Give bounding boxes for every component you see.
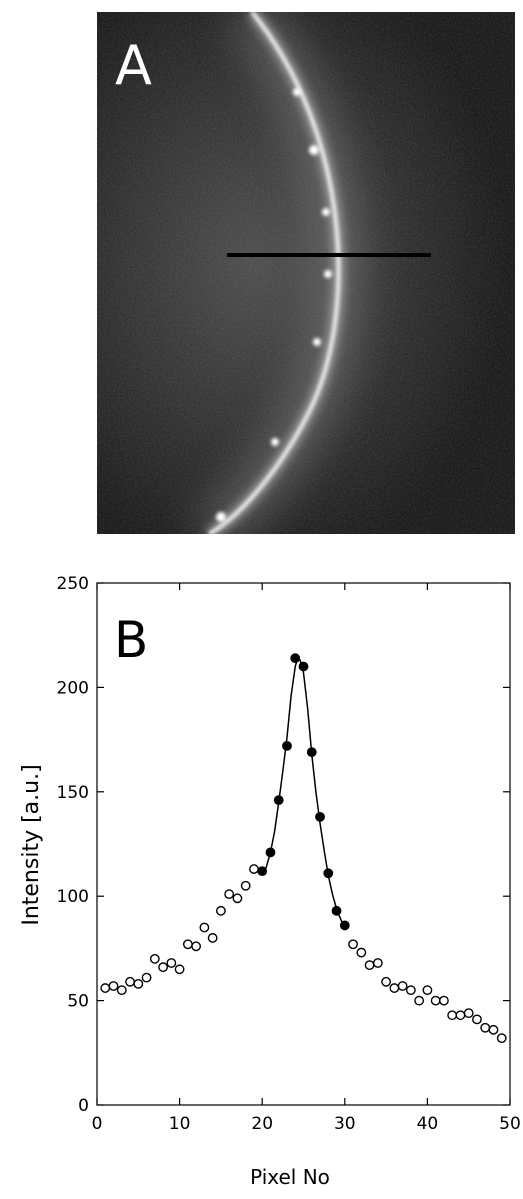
panel-a-label: A: [115, 34, 152, 97]
fit-curve: [261, 656, 346, 928]
open-data-point: [207, 933, 218, 943]
y-axis-ticks: 0 50 100 150 200 250: [57, 574, 510, 1116]
open-data-point: [496, 1033, 507, 1044]
open-data-point: [364, 960, 375, 971]
open-data-point: [430, 995, 441, 1006]
filled-data-point: [282, 740, 292, 751]
x-tick-label: 30: [334, 1114, 356, 1134]
fluorescence-image-panel: A: [97, 12, 515, 534]
y-axis-label: Intensity [a.u.]: [19, 764, 44, 925]
open-data-point: [240, 880, 251, 891]
x-tick-label: 0: [92, 1114, 103, 1134]
filled-points-series: [257, 653, 350, 931]
x-tick-label: 50: [499, 1114, 521, 1134]
open-data-point: [149, 953, 160, 964]
filled-data-point: [323, 868, 334, 879]
filled-data-point: [298, 661, 309, 672]
open-data-point: [249, 864, 259, 874]
x-tick-label: 10: [169, 1114, 191, 1134]
y-tick-label: 0: [78, 1096, 89, 1116]
y-tick-label: 100: [57, 887, 89, 907]
open-data-point: [199, 922, 210, 933]
filled-data-point: [273, 795, 284, 806]
open-data-point: [182, 939, 193, 950]
x-axis-ticks: 0 10 20 30 40 50: [92, 583, 521, 1134]
open-data-point: [480, 1022, 491, 1033]
y-tick-label: 200: [57, 678, 89, 698]
open-data-point: [414, 995, 425, 1006]
filled-data-point: [290, 653, 301, 664]
x-tick-label: 20: [251, 1114, 273, 1134]
filled-data-point: [339, 920, 350, 931]
open-data-point: [191, 941, 202, 952]
filled-data-point: [257, 866, 268, 877]
open-data-point: [232, 893, 243, 904]
open-data-point: [463, 1008, 474, 1019]
open-data-point: [116, 985, 127, 996]
open-data-point: [455, 1010, 466, 1021]
plot-frame: [96, 582, 511, 1106]
x-axis-label: Pixel No: [250, 1165, 330, 1189]
open-data-point: [158, 962, 168, 973]
open-data-point: [372, 958, 383, 968]
panel-b-label: B: [114, 611, 148, 669]
open-data-point: [447, 1010, 458, 1021]
filament-puncta: [216, 88, 332, 522]
open-data-point: [174, 964, 185, 975]
open-data-point: [381, 976, 391, 987]
open-data-point: [488, 1024, 499, 1035]
open-data-point: [108, 981, 119, 991]
filament-core: [208, 12, 341, 534]
open-data-point: [141, 972, 152, 983]
open-data-point: [422, 985, 433, 996]
open-data-point: [356, 947, 367, 958]
y-tick-label: 150: [57, 783, 89, 803]
filled-data-point: [331, 905, 342, 916]
y-tick-label: 250: [57, 574, 89, 594]
open-data-point: [100, 983, 111, 993]
open-data-point: [348, 939, 358, 950]
open-data-point: [405, 985, 416, 996]
open-data-point: [224, 889, 235, 900]
open-data-point: [166, 958, 177, 968]
open-data-point: [389, 983, 400, 993]
open-data-point: [215, 905, 226, 916]
open-data-point: [439, 995, 449, 1006]
intensity-profile-chart: 0 50 100 150 200 250 0 10 20 30 40 50 B Intensity …: [19, 574, 521, 1189]
open-points-series: [100, 864, 507, 1044]
filled-data-point: [265, 847, 276, 858]
filled-data-point: [306, 747, 317, 758]
open-data-point: [125, 976, 135, 987]
y-tick-label: 50: [67, 992, 89, 1012]
filled-data-point: [315, 811, 325, 822]
open-data-point: [472, 1014, 482, 1025]
open-data-point: [133, 978, 144, 989]
open-data-point: [397, 981, 408, 991]
x-tick-label: 40: [417, 1114, 439, 1134]
